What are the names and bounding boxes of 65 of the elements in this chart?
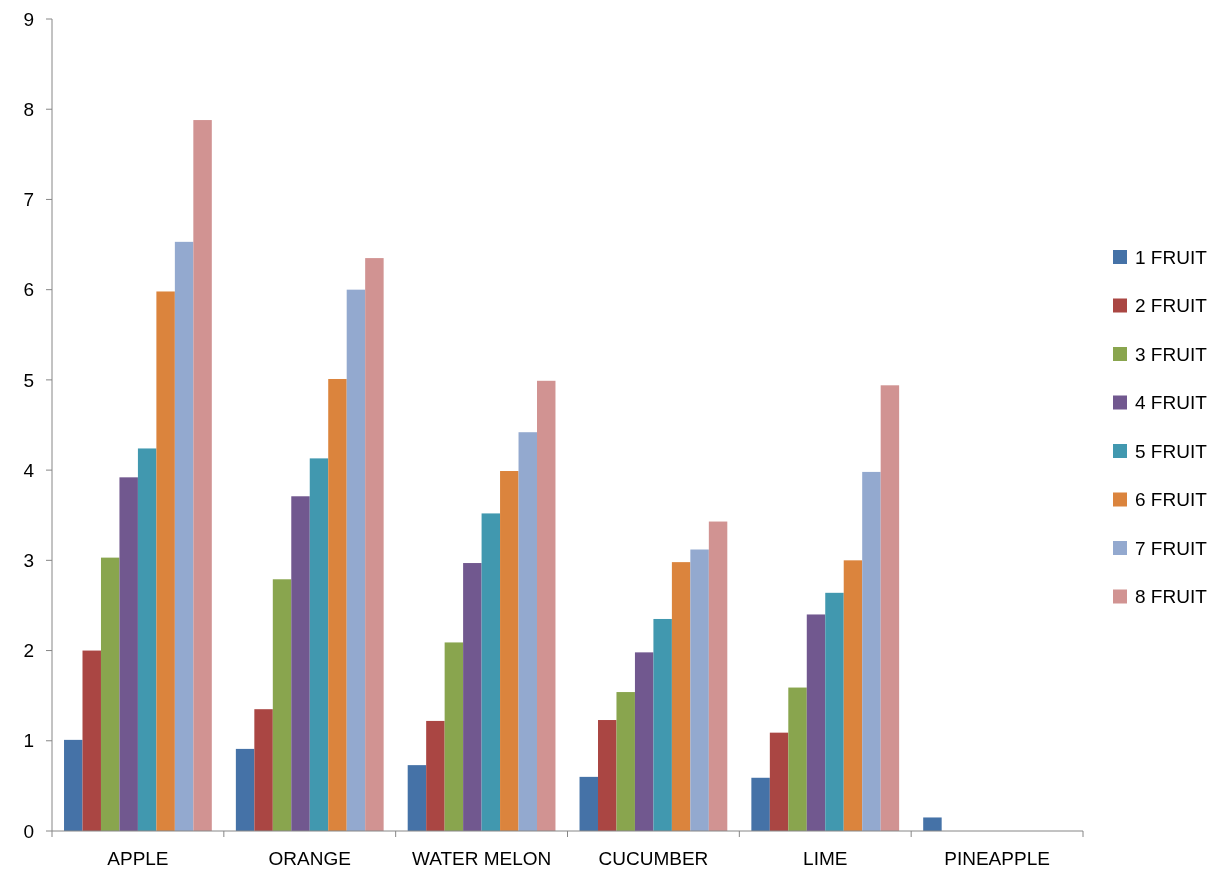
- legend-label: 4 FRUIT: [1135, 392, 1208, 414]
- bar: [751, 777, 770, 831]
- y-tick-label: 1: [23, 730, 34, 752]
- legend-label: 3 FRUIT: [1135, 343, 1208, 365]
- bar: [291, 496, 310, 831]
- legend-label: 1 FRUIT: [1135, 246, 1208, 268]
- y-tick-label: 2: [23, 640, 34, 662]
- bar: [463, 563, 482, 831]
- bar: [769, 732, 789, 831]
- legend-label: 6 FRUIT: [1135, 489, 1208, 511]
- bar: [843, 560, 863, 831]
- y-tick-label: 5: [23, 369, 34, 391]
- y-tick-label: 4: [23, 459, 35, 481]
- bar: [407, 765, 427, 831]
- x-tick-label: APPLE: [107, 848, 169, 869]
- bar: [616, 692, 635, 831]
- bar: [193, 120, 212, 831]
- bar: [119, 477, 138, 831]
- bar: [653, 618, 672, 831]
- bar: [923, 817, 942, 831]
- y-tick-label: 9: [23, 8, 34, 30]
- bar: [346, 289, 366, 831]
- y-tick-label: 6: [23, 279, 34, 301]
- x-tick-label: ORANGE: [268, 848, 351, 869]
- y-tick-label: 7: [23, 189, 34, 211]
- y-tick-label: 8: [23, 98, 34, 120]
- bar: [272, 579, 292, 831]
- legend-label: 8 FRUIT: [1135, 586, 1208, 608]
- bar: [174, 241, 194, 831]
- bar: [518, 432, 537, 831]
- bar: [598, 720, 617, 831]
- bar: [365, 258, 384, 831]
- bar: [235, 748, 255, 831]
- bar: [500, 471, 519, 831]
- y-tick-label: 3: [23, 549, 34, 571]
- bar: [82, 650, 101, 831]
- x-tick-label: WATER MELON: [411, 848, 552, 869]
- bar: [806, 614, 826, 831]
- y-tick-label: 0: [23, 820, 34, 842]
- x-tick-label: LIME: [803, 848, 848, 869]
- bar: [671, 562, 691, 831]
- bar: [579, 776, 598, 831]
- legend-label: 5 FRUIT: [1135, 440, 1208, 462]
- legend-label: 2 FRUIT: [1135, 295, 1208, 317]
- x-tick-label: CUCUMBER: [598, 848, 709, 869]
- bar: [156, 291, 175, 831]
- bar: [328, 378, 347, 831]
- bar: [825, 592, 844, 831]
- x-tick-label: PINEAPPLE: [944, 848, 1050, 869]
- legend-label: 7 FRUIT: [1135, 537, 1208, 559]
- bar: [100, 557, 120, 831]
- bar: [426, 720, 445, 831]
- bar: [137, 448, 157, 831]
- bar: [64, 739, 83, 831]
- bar: [537, 380, 556, 831]
- bar: [788, 687, 807, 831]
- bar: [254, 709, 273, 831]
- bar: [862, 471, 881, 831]
- bar: [880, 385, 900, 831]
- bar: [690, 549, 709, 831]
- bar: [309, 458, 329, 831]
- bar: [444, 642, 464, 831]
- bar: [481, 513, 501, 831]
- bar: [708, 521, 728, 831]
- bar: [634, 652, 654, 831]
